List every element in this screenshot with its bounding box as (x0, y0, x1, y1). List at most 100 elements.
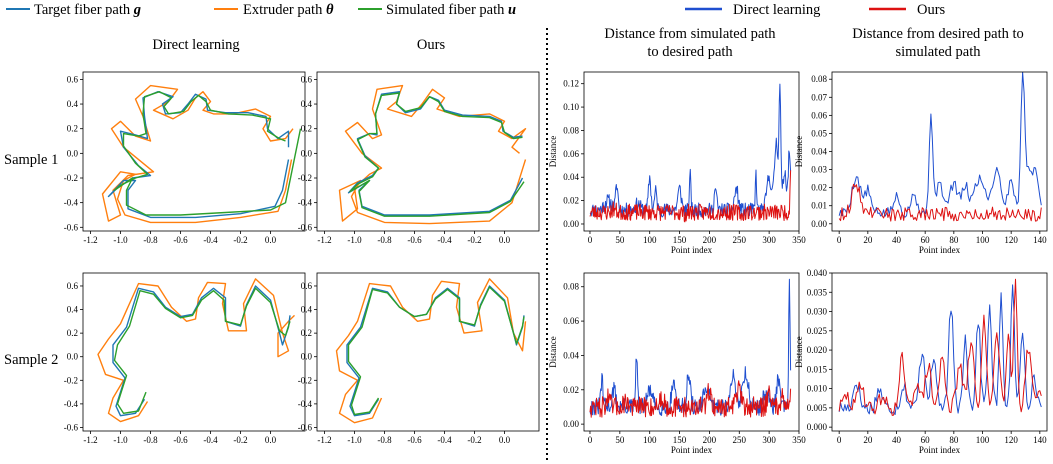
chart-s1-distance-desired-to-sim: 0 20 40 60 80 100 120 140 0.00 0.01 0.02 0.03 0.04 0.… (794, 71, 1048, 255)
x-tick-label: -0.8 (143, 235, 158, 245)
column-title-ours: Ours (417, 37, 446, 53)
y-tick-label: 0.6 (301, 74, 313, 84)
x-tick-label: 40 (892, 235, 902, 245)
y-tick-label: -0.4 (64, 198, 79, 208)
chart-s2-distance-desired-to-sim: 0 20 40 60 80 100 120 140 0.000 0.005 0.010 0.015 0.… (794, 268, 1048, 455)
y-tick-label: 0.6 (67, 74, 79, 84)
x-tick-label: -0.4 (437, 435, 452, 445)
x-tick-label: -1.0 (347, 435, 362, 445)
x-tick-label: -0.6 (173, 435, 188, 445)
legend-left: Target fiber path g Extruder path θ Simu… (6, 2, 516, 18)
series-line-direct (838, 72, 1042, 218)
y-tick-label: 0.02 (563, 385, 579, 395)
y-tick-label: 0.05 (811, 128, 827, 138)
legend-label-simulated: Simulated fiber path u (386, 2, 516, 18)
y-tick-label: 0.0 (301, 352, 313, 362)
legend-label-target: Target fiber path g (34, 2, 141, 18)
series-group (589, 83, 792, 223)
chart-s2-direct-learning: -1.2 -1.0 -0.8 -0.6 -0.4 -0.2 0.0 -0.6 -0.4 -0.2 0… (64, 272, 306, 445)
axes-frame (583, 71, 800, 232)
y-tick-label: 0.4 (301, 99, 313, 109)
chart-s1-distance-sim-to-desired: 0 50 100 150 200 250 300 350 0.00 0.02 0.04 0.06 0.0… (548, 71, 806, 255)
x-axis-label: Point index (919, 245, 961, 255)
x-tick-label: -1.2 (83, 435, 97, 445)
legend-label-ours: Ours (917, 2, 946, 18)
y-tick-label: 0.010 (807, 384, 828, 394)
series-group (838, 72, 1042, 222)
y-tick-label: -0.2 (298, 375, 312, 385)
x-tick-label: 0 (588, 235, 593, 245)
y-tick-label: 0.10 (563, 102, 579, 112)
y-tick-label: -0.6 (64, 422, 79, 432)
series-line-simulated (349, 92, 525, 217)
x-tick-label: -0.4 (437, 235, 452, 245)
x-tick-label: 40 (892, 435, 902, 445)
column-title-direct-learning: Direct learning (152, 37, 239, 53)
series-line-direct (589, 83, 792, 218)
y-tick-label: 0.2 (301, 124, 312, 134)
series-line-extruder (335, 278, 527, 424)
x-tick-label: -0.6 (407, 235, 422, 245)
series-group (838, 278, 1042, 416)
x-tick-label: 0.0 (265, 235, 277, 245)
series-group (335, 278, 527, 424)
chart-s1-direct-learning: -1.2 -1.0 -0.8 -0.6 -0.4 -0.2 0.0 -0.6 -0.4 -0.2 0… (64, 71, 306, 245)
x-tick-label: 0.0 (499, 235, 511, 245)
x-tick-label: 80 (949, 235, 959, 245)
x-tick-label: 100 (643, 435, 657, 445)
series-group (589, 278, 792, 418)
series-line-target (112, 285, 291, 417)
series-line-target (346, 285, 525, 417)
y-tick-label: 0.4 (67, 99, 79, 109)
series-line-extruder (97, 278, 295, 423)
series-line-target (107, 90, 290, 219)
x-tick-label: 20 (863, 235, 873, 245)
y-tick-label: 0.6 (301, 281, 313, 291)
x-tick-label: 350 (792, 235, 806, 245)
y-tick-label: 0.03 (811, 165, 827, 175)
series-group (97, 278, 295, 423)
series-line-extruder (338, 84, 527, 225)
y-tick-label: 0.6 (67, 281, 79, 291)
y-tick-label: 0.2 (67, 328, 78, 338)
y-axis-label: Distance (548, 136, 558, 168)
series-group (101, 84, 302, 224)
x-tick-label: -0.8 (377, 435, 392, 445)
y-tick-label: 0.07 (811, 92, 827, 102)
axes-frame (316, 71, 540, 232)
x-tick-label: 60 (921, 435, 931, 445)
y-tick-label: -0.4 (298, 399, 313, 409)
x-tick-label: 0.0 (499, 435, 511, 445)
x-tick-label: -1.2 (317, 235, 331, 245)
x-tick-label: 0 (837, 435, 842, 445)
y-tick-label: 0.030 (807, 307, 828, 317)
y-tick-label: -0.2 (64, 173, 78, 183)
y-tick-label: 0.020 (807, 345, 828, 355)
chart-s2-ours: -1.2 -1.0 -0.8 -0.6 -0.4 -0.2 0.0 -0.6 -0.4 -0.2 0… (298, 272, 540, 445)
series-line-direct (838, 284, 1042, 415)
y-tick-label: 0.04 (563, 172, 579, 182)
y-tick-label: 0.040 (807, 268, 828, 278)
x-axis-label: Point index (671, 245, 713, 255)
x-tick-label: 140 (1033, 235, 1047, 245)
y-tick-label: 0.005 (807, 403, 828, 413)
y-axis-label: Distance (794, 336, 804, 368)
y-tick-label: 0.06 (563, 149, 579, 159)
x-tick-label: -0.4 (203, 435, 218, 445)
x-tick-label: 200 (703, 235, 717, 245)
y-tick-label: -0.4 (64, 399, 79, 409)
y-tick-label: -0.4 (298, 198, 313, 208)
x-tick-label: 50 (615, 435, 625, 445)
x-tick-label: 50 (615, 235, 625, 245)
x-tick-label: 20 (863, 435, 873, 445)
x-tick-label: 150 (673, 235, 687, 245)
y-tick-label: 0.00 (811, 219, 827, 229)
y-tick-label: 0.00 (563, 219, 579, 229)
y-tick-label: 0.04 (563, 350, 579, 360)
x-tick-label: -1.0 (113, 235, 128, 245)
x-tick-label: 300 (762, 235, 776, 245)
series-line-direct (589, 278, 792, 416)
y-tick-label: 0.4 (67, 305, 79, 315)
y-tick-label: 0.000 (807, 422, 828, 432)
legend-right: Direct learning Ours (685, 2, 946, 18)
